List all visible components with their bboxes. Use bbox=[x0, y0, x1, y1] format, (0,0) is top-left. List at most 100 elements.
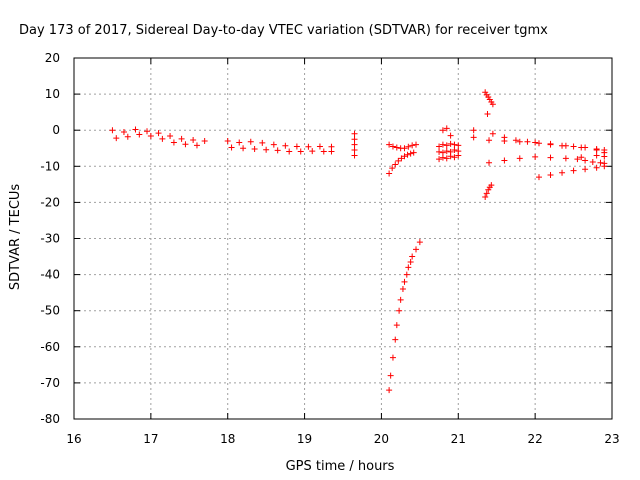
data-point bbox=[535, 140, 542, 147]
data-point bbox=[582, 157, 589, 164]
y-tick-label: -10 bbox=[40, 159, 60, 173]
data-point bbox=[392, 161, 399, 168]
y-tick-label: 20 bbox=[45, 51, 60, 65]
data-point bbox=[386, 141, 393, 148]
data-point bbox=[136, 131, 143, 138]
data-point bbox=[404, 151, 411, 158]
chart-title: Day 173 of 2017, Sidereal Day-to-day VTE… bbox=[19, 23, 548, 38]
tick-layer: 16 17 18 19 20 21 22 23 20 10 0 -10 -20 -30 -40 -50 -60 -… bbox=[40, 51, 619, 446]
data-point bbox=[282, 142, 289, 149]
data-point bbox=[516, 138, 523, 145]
x-tick-label: 17 bbox=[143, 432, 158, 446]
data-point bbox=[597, 159, 604, 166]
data-point bbox=[124, 133, 131, 140]
data-point bbox=[351, 152, 358, 159]
data-point bbox=[293, 143, 300, 150]
data-point bbox=[392, 336, 399, 343]
data-point bbox=[396, 307, 403, 314]
data-point bbox=[401, 278, 408, 285]
data-point bbox=[159, 135, 166, 142]
y-tick-label: -40 bbox=[40, 268, 60, 282]
x-tick-label: 18 bbox=[220, 432, 235, 446]
data-point bbox=[305, 143, 312, 150]
data-point bbox=[113, 135, 120, 142]
data-point bbox=[309, 148, 316, 155]
data-point bbox=[443, 125, 450, 132]
data-point bbox=[401, 153, 408, 160]
data-point bbox=[259, 139, 266, 146]
data-point bbox=[147, 132, 154, 139]
data-point bbox=[593, 152, 600, 159]
data-point bbox=[286, 148, 293, 155]
data-point bbox=[193, 142, 200, 149]
data-point bbox=[413, 246, 420, 253]
data-point bbox=[455, 142, 462, 149]
data-point bbox=[351, 147, 358, 154]
data-point bbox=[224, 138, 231, 145]
data-point bbox=[447, 140, 454, 147]
data-point bbox=[532, 153, 539, 160]
data-point bbox=[447, 153, 454, 160]
data-point bbox=[201, 138, 208, 145]
data-point bbox=[410, 149, 417, 156]
data-point bbox=[351, 136, 358, 143]
data-point bbox=[109, 127, 116, 134]
data-point bbox=[601, 160, 608, 167]
data-point bbox=[582, 166, 589, 173]
data-point bbox=[351, 130, 358, 137]
series-late-fan-3 bbox=[486, 152, 608, 166]
data-point bbox=[228, 144, 235, 151]
data-point bbox=[170, 139, 177, 146]
data-point bbox=[436, 148, 443, 155]
data-point bbox=[489, 130, 496, 137]
series-cluster-20.8 bbox=[436, 125, 462, 163]
data-point bbox=[562, 155, 569, 162]
data-point bbox=[443, 148, 450, 155]
data-point bbox=[451, 141, 458, 148]
series-deep-arc bbox=[386, 239, 423, 394]
data-point bbox=[274, 147, 281, 154]
series-late-fan-1 bbox=[489, 130, 608, 154]
data-point bbox=[547, 154, 554, 161]
y-tick-label: -30 bbox=[40, 232, 60, 246]
series-arc-21.4-low bbox=[482, 182, 495, 200]
series-late-fan-5 bbox=[574, 156, 608, 167]
data-point bbox=[486, 159, 493, 166]
data-point bbox=[436, 143, 443, 150]
data-point bbox=[455, 152, 462, 159]
data-point bbox=[486, 137, 493, 144]
data-point bbox=[240, 145, 247, 152]
y-tick-label: 0 bbox=[52, 123, 60, 137]
data-point bbox=[524, 138, 531, 145]
series-mid-band bbox=[224, 138, 335, 150]
data-point bbox=[484, 110, 491, 117]
data-point bbox=[443, 155, 450, 162]
data-point bbox=[436, 156, 443, 163]
series-arc-21.4-high bbox=[482, 89, 496, 117]
data-point bbox=[570, 143, 577, 150]
data-point bbox=[601, 153, 608, 160]
data-point bbox=[393, 322, 400, 329]
grid-layer bbox=[74, 58, 612, 419]
data-point bbox=[351, 141, 358, 148]
data-point bbox=[328, 148, 335, 155]
data-point bbox=[451, 154, 458, 161]
data-point bbox=[409, 253, 416, 260]
x-tick-label: 19 bbox=[297, 432, 312, 446]
data-point bbox=[316, 143, 323, 150]
data-point bbox=[443, 142, 450, 149]
data-point bbox=[532, 139, 539, 146]
x-tick-label: 20 bbox=[374, 432, 389, 446]
data-point bbox=[178, 135, 185, 142]
series-early-band bbox=[109, 126, 208, 145]
data-point bbox=[512, 137, 519, 144]
data-point bbox=[387, 372, 394, 379]
points-layer bbox=[109, 89, 608, 394]
data-point bbox=[483, 190, 490, 197]
data-point bbox=[451, 147, 458, 154]
data-point bbox=[589, 158, 596, 165]
data-point bbox=[439, 149, 446, 156]
data-point bbox=[251, 145, 258, 152]
